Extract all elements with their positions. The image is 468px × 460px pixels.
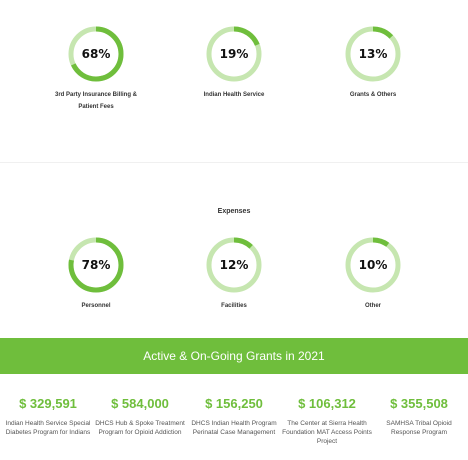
revenue-stat-insurance: 68% 3rd Party Insurance Billing & Patien…: [26, 25, 166, 113]
expenses-title: Expenses: [217, 208, 251, 215]
donut-chart: 68%: [67, 25, 125, 83]
donut-arc: [68, 237, 124, 293]
grant-amount: $ 355,508: [390, 396, 448, 411]
revenue-stat-grants: 13% Grants & Others: [303, 25, 443, 101]
donut-label: Other: [364, 303, 381, 309]
expense-stat-personnel: 78% Personnel: [26, 236, 166, 312]
donut-chart: 13%: [344, 25, 402, 83]
expense-stat-other: 10% Other: [303, 236, 443, 312]
donut-ring: [206, 26, 262, 82]
donut-chart: 12%: [205, 236, 263, 294]
grant-amount: $ 106,312: [298, 396, 356, 411]
grant-description: SAMHSA Tribal Opioid Response Program: [386, 420, 452, 436]
grant-item: $ 355,508 SAMHSA Tribal Opioid Response …: [373, 396, 465, 437]
expense-stat-facilities: 12% Facilities: [164, 236, 304, 312]
revenue-stat-ihs: 19% Indian Health Service: [164, 25, 304, 101]
donut-label: 3rd Party Insurance Billing & Patient Fe…: [54, 92, 138, 110]
grant-description: DHCS Indian Health Program Perinatal Cas…: [191, 420, 277, 436]
donut-ring: [345, 237, 401, 293]
donut-percentage: 78%: [81, 258, 111, 272]
donut-percentage: 19%: [219, 47, 249, 61]
donut-arc: [206, 26, 262, 82]
donut-arc: [345, 237, 401, 293]
grant-item: $ 584,000 DHCS Hub & Spoke Treatment Pro…: [94, 396, 186, 437]
donut-ring: [345, 26, 401, 82]
grant-description: The Center at Sierra Health Foundation M…: [282, 420, 372, 445]
grant-amount: $ 329,591: [19, 396, 77, 411]
grant-item: $ 106,312 The Center at Sierra Health Fo…: [281, 396, 373, 446]
donut-chart: 19%: [205, 25, 263, 83]
donut-percentage: 13%: [358, 47, 388, 61]
donut-ring: [206, 237, 262, 293]
grant-amount: $ 156,250: [205, 396, 263, 411]
donut-chart: 78%: [67, 236, 125, 294]
donut-label: Grants & Others: [349, 92, 397, 98]
donut-chart: 10%: [344, 236, 402, 294]
donut-ring: [68, 26, 124, 82]
grant-description: Indian Health Service Special Diabetes P…: [5, 420, 91, 436]
grant-amount: $ 584,000: [111, 396, 169, 411]
grant-description: DHCS Hub & Spoke Treatment Program for O…: [95, 420, 185, 436]
donut-label: Indian Health Service: [203, 92, 265, 98]
grants-banner: Active & On-Going Grants in 2021: [0, 338, 468, 374]
donut-percentage: 12%: [219, 258, 249, 272]
section-divider: [0, 162, 468, 163]
grant-item: $ 329,591 Indian Health Service Special …: [2, 396, 94, 437]
donut-label: Facilities: [221, 303, 247, 309]
donut-arc: [206, 237, 262, 293]
grant-item: $ 156,250 DHCS Indian Health Program Per…: [188, 396, 280, 437]
donut-percentage: 10%: [358, 258, 388, 272]
grants-banner-title: Active & On-Going Grants in 2021: [143, 349, 325, 363]
donut-arc: [345, 26, 401, 82]
donut-ring: [68, 237, 124, 293]
donut-label: Personnel: [81, 303, 111, 309]
donut-percentage: 68%: [81, 47, 111, 61]
donut-arc: [68, 26, 124, 82]
